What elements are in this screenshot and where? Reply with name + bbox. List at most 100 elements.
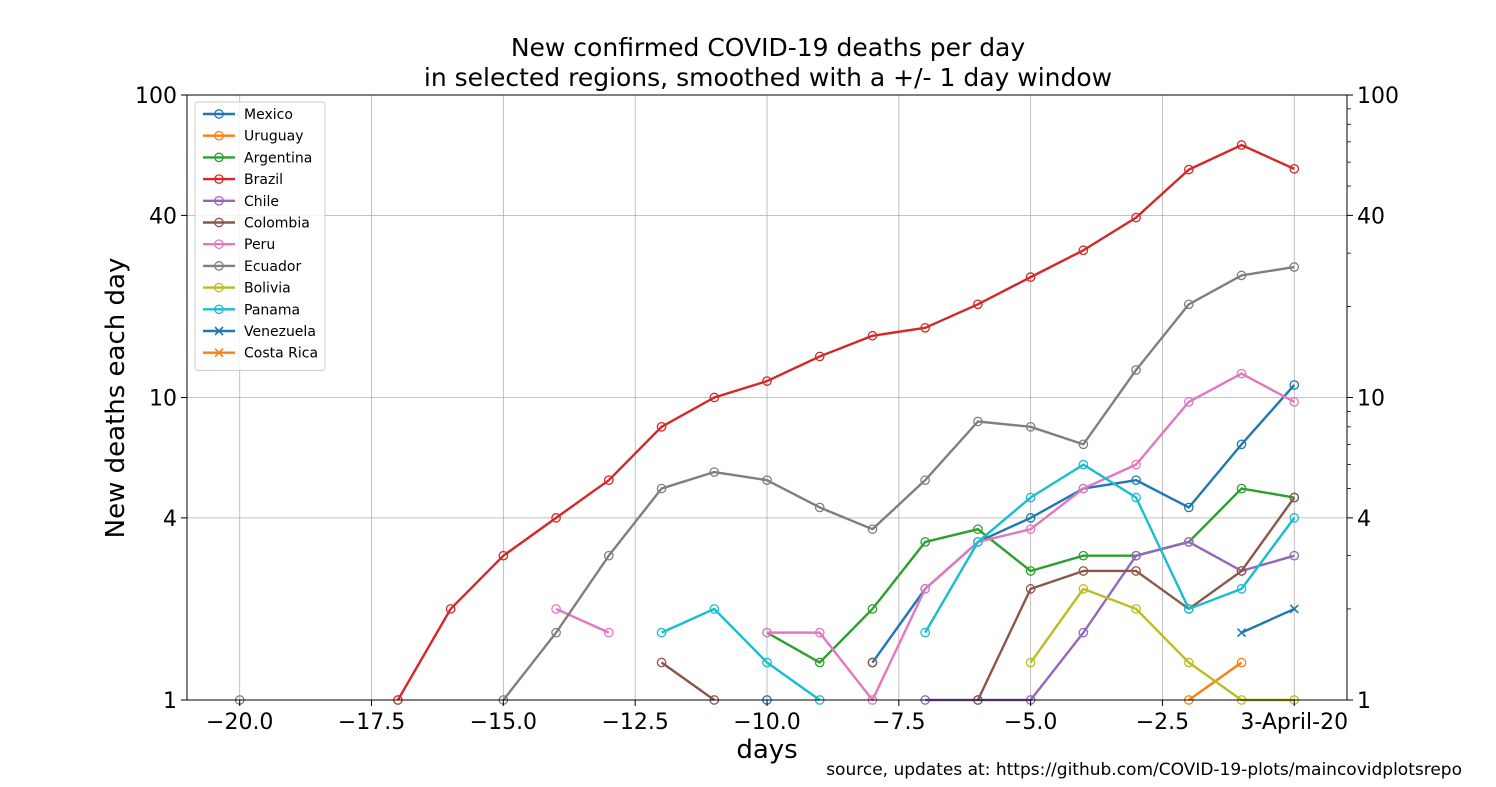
- legend-item-ecuador: Ecuador: [203, 259, 301, 275]
- data-point-brazil: [603, 475, 614, 486]
- data-point-peru: [920, 584, 931, 594]
- series-line-brazil: [396, 143, 1295, 701]
- data-point-panama: [656, 627, 667, 638]
- data-point-panama: [709, 604, 720, 614]
- legend-marker: [214, 174, 224, 184]
- y-tick-label-left: 40: [149, 204, 177, 229]
- data-point-ecuador: [603, 550, 614, 561]
- data-point-peru: [1078, 483, 1089, 494]
- legend-marker: [214, 239, 224, 250]
- axis-ticks: −20.0 −17.5 −15.0 −12.5 −10.0 −7.5 −5.0 −2.5 3-A…: [135, 84, 1399, 735]
- data-point-brazil: [498, 550, 509, 561]
- data-point-mexico: [1131, 475, 1141, 486]
- data-point-peru: [814, 627, 825, 638]
- legend-item-costa-rica: Costa Rica: [203, 346, 318, 362]
- data-point-panama: [920, 627, 931, 638]
- x-tick-label: −5.0: [1004, 710, 1057, 735]
- data-point-argentina: [867, 604, 878, 614]
- data-point-mexico: [1289, 380, 1300, 390]
- series-chile: [920, 537, 1300, 705]
- data-point-argentina: [1236, 483, 1247, 494]
- y-tick-label-right: 4: [1357, 507, 1371, 532]
- data-point-chile: [1289, 550, 1300, 561]
- series-line-argentina: [766, 487, 1295, 664]
- x-tick-label: −2.5: [1136, 710, 1189, 735]
- data-point-brazil: [445, 604, 456, 614]
- legend-marker: [214, 304, 224, 315]
- data-point-ecuador: [1236, 270, 1247, 281]
- data-point-ecuador: [762, 475, 772, 486]
- legend-item-argentina: Argentina: [203, 150, 312, 166]
- data-point-panama: [762, 657, 772, 668]
- data-point-chile: [1183, 537, 1194, 547]
- legend-marker: [214, 326, 224, 336]
- data-point-panama: [973, 537, 983, 547]
- data-point-peru: [1236, 368, 1247, 379]
- data-point-ecuador: [1025, 421, 1036, 432]
- data-point-panama: [1025, 492, 1036, 503]
- legend-marker: [214, 348, 224, 358]
- legend-label: Ecuador: [244, 259, 301, 275]
- data-point-panama: [1078, 459, 1089, 470]
- data-point-argentina: [814, 657, 825, 668]
- legend-marker: [214, 195, 224, 206]
- series-line-mexico: [871, 384, 1296, 664]
- y-tick-label-right: 40: [1357, 204, 1385, 229]
- chart-subtitle: in selected regions, smoothed with a +/-…: [424, 63, 1112, 92]
- data-point-argentina: [1025, 566, 1036, 576]
- x-tick-label: −15.0: [470, 710, 537, 735]
- data-point-chile: [1131, 550, 1141, 561]
- data-point-bolivia: [1131, 604, 1141, 614]
- source-note: source, updates at: https://github.com/C…: [826, 760, 1462, 780]
- series-line-ecuador: [502, 265, 1295, 701]
- data-point-mexico: [1183, 502, 1194, 513]
- legend-label: Mexico: [244, 107, 293, 123]
- data-point-bolivia: [1183, 657, 1194, 668]
- y-tick-label-left: 10: [149, 387, 177, 412]
- legend-item-panama: Panama: [203, 302, 300, 318]
- data-point-brazil: [1183, 164, 1194, 175]
- x-tick-label: −7.5: [872, 710, 925, 735]
- data-point-brazil: [867, 330, 878, 341]
- data-point-ecuador: [1078, 439, 1089, 450]
- data-point-bolivia: [1078, 584, 1089, 594]
- series-line-panama: [924, 463, 1296, 634]
- legend-label: Costa Rica: [244, 346, 318, 362]
- legend-label: Brazil: [244, 172, 283, 188]
- x-tick-label: 3-April-20: [1240, 710, 1348, 735]
- data-point-argentina: [973, 524, 983, 535]
- series-line-peru: [767, 372, 1295, 702]
- data-point-mexico: [1025, 513, 1036, 523]
- legend-item-venezuela: Venezuela: [203, 324, 316, 340]
- data-point-colombia: [1236, 566, 1247, 576]
- x-tick-label: −20.0: [206, 710, 273, 735]
- y-tick-label-right: 100: [1357, 84, 1399, 109]
- legend-item-brazil: Brazil: [203, 172, 283, 188]
- x-tick-label: −10.0: [733, 710, 800, 735]
- series-line-colombia: [660, 661, 715, 701]
- data-point-brazil: [1078, 245, 1089, 256]
- data-point-uruguay: [1236, 657, 1247, 668]
- data-point-panama: [1183, 604, 1194, 614]
- legend-marker: [214, 217, 224, 228]
- data-point-colombia: [867, 657, 878, 668]
- legend-item-colombia: Colombia: [203, 216, 310, 232]
- series-line-venezuela: [1241, 607, 1295, 634]
- legend-label: Chile: [244, 194, 279, 210]
- data-point-brazil: [1131, 212, 1141, 223]
- legend: Mexico Uruguay Argentina Brazil Chile Colombi…: [194, 101, 326, 371]
- data-point-panama: [1236, 584, 1247, 594]
- x-tick-label: −17.5: [338, 710, 405, 735]
- legend-label: Uruguay: [244, 129, 304, 145]
- data-point-ecuador: [1131, 365, 1141, 375]
- series-line-peru: [555, 607, 610, 634]
- grid-lines: [187, 94, 1347, 701]
- data-point-peru: [603, 627, 614, 638]
- legend-item-mexico: Mexico: [203, 107, 293, 123]
- data-point-mexico: [1236, 439, 1247, 450]
- y-axis-label: New deaths each day: [101, 258, 131, 539]
- legend-marker: [214, 282, 224, 293]
- data-point-colombia: [1289, 492, 1300, 503]
- legend-label: Peru: [244, 237, 275, 253]
- data-point-ecuador: [814, 502, 825, 513]
